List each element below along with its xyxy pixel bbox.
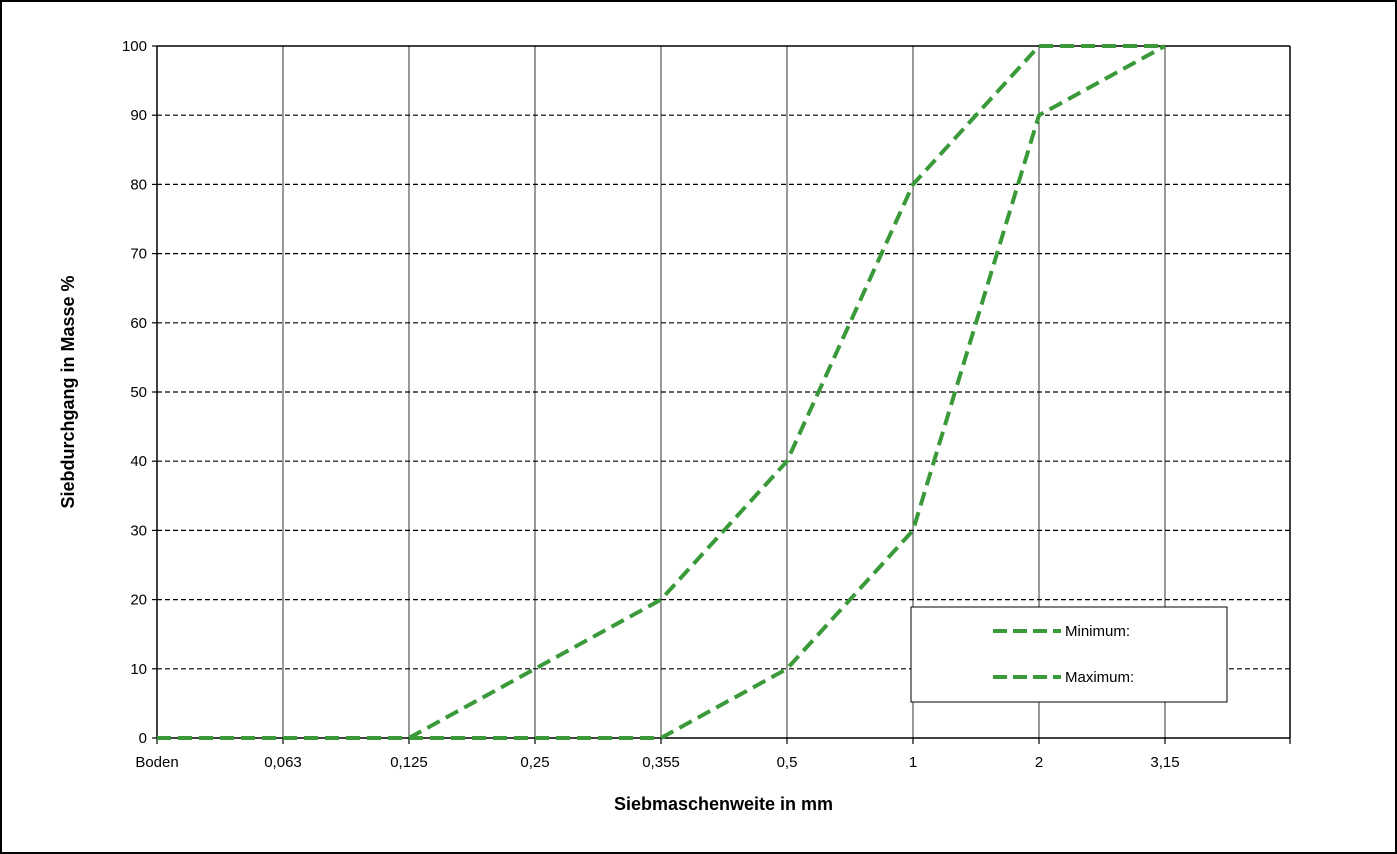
x-tick-label: 0,355: [642, 754, 680, 771]
x-tick-label: 0,063: [264, 754, 302, 771]
series-lines: [157, 44, 1166, 740]
tick-labels: 0 10 20 30 40 50 60 70 80 90 100 Boden 0,063 0,125 0,2…: [122, 38, 1180, 771]
x-tick-label: 0,25: [520, 754, 549, 771]
y-tick-label: 80: [130, 176, 147, 193]
x-tick-label: 3,15: [1150, 754, 1179, 771]
axes: [152, 45, 1291, 744]
x-tick-label: 0,125: [390, 754, 428, 771]
y-tick-label: 10: [130, 661, 147, 678]
y-tick-label: 60: [130, 315, 147, 332]
y-tick-label: 50: [130, 384, 147, 401]
legend-label: Minimum:: [1065, 623, 1130, 640]
x-tick-label: Boden: [135, 754, 178, 771]
y-tick-label: 30: [130, 522, 147, 539]
y-tick-label: 0: [139, 730, 147, 747]
legend-box: [910, 606, 1228, 703]
x-tick-label: 2: [1035, 754, 1043, 771]
y-tick-label: 40: [130, 453, 147, 470]
x-tick-label: 0,5: [777, 754, 798, 771]
y-tick-label: 20: [130, 592, 147, 609]
y-tick-label: 90: [130, 107, 147, 124]
legend-label: Maximum:: [1065, 669, 1134, 686]
grid: [157, 46, 1290, 738]
y-tick-label: 100: [122, 38, 147, 55]
y-axis-title: Siebdurchgang in Masse %: [58, 275, 78, 508]
x-tick-label: 1: [909, 754, 917, 771]
series-line-maximum: [157, 44, 1165, 740]
legend: Minimum: Maximum:: [910, 606, 1228, 703]
x-axis-title: Siebmaschenweite in mm: [614, 794, 833, 814]
y-tick-label: 70: [130, 246, 147, 263]
